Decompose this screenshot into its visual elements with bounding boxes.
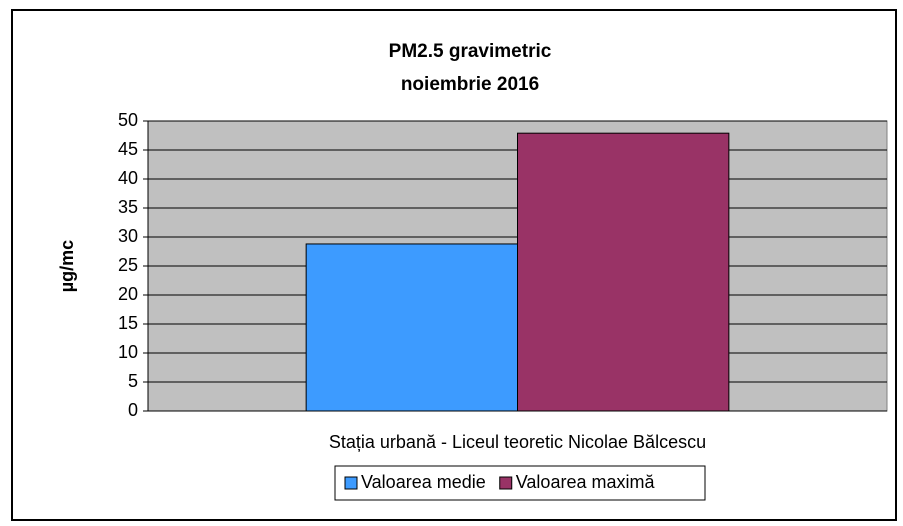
y-tick-label: 50	[118, 110, 138, 130]
y-tick-label: 15	[118, 313, 138, 333]
legend-box	[334, 465, 706, 501]
legend-swatch	[499, 476, 513, 490]
y-tick-label: 25	[118, 255, 138, 275]
chart-subtitle: noiembrie 2016	[401, 74, 539, 95]
chart-title: PM2.5 gravimetric	[389, 41, 552, 62]
y-tick-label: 10	[118, 342, 138, 362]
y-tick-label: 0	[128, 400, 138, 420]
y-tick-label: 20	[118, 284, 138, 304]
y-tick-label: 30	[118, 226, 138, 246]
y-tick-label: 35	[118, 197, 138, 217]
legend-label: Valoarea maximă	[516, 472, 656, 492]
legend-swatch	[344, 476, 358, 490]
y-axis-label: µg/mc	[57, 240, 77, 292]
bar	[517, 132, 730, 412]
y-tick-label: 45	[118, 139, 138, 159]
legend-label: Valoarea medie	[361, 472, 486, 492]
y-tick-label: 40	[118, 168, 138, 188]
x-tick-label: Stația urbană - Liceul teoretic Nicolae …	[329, 432, 706, 452]
bar	[305, 243, 518, 412]
y-tick-label: 5	[128, 371, 138, 391]
